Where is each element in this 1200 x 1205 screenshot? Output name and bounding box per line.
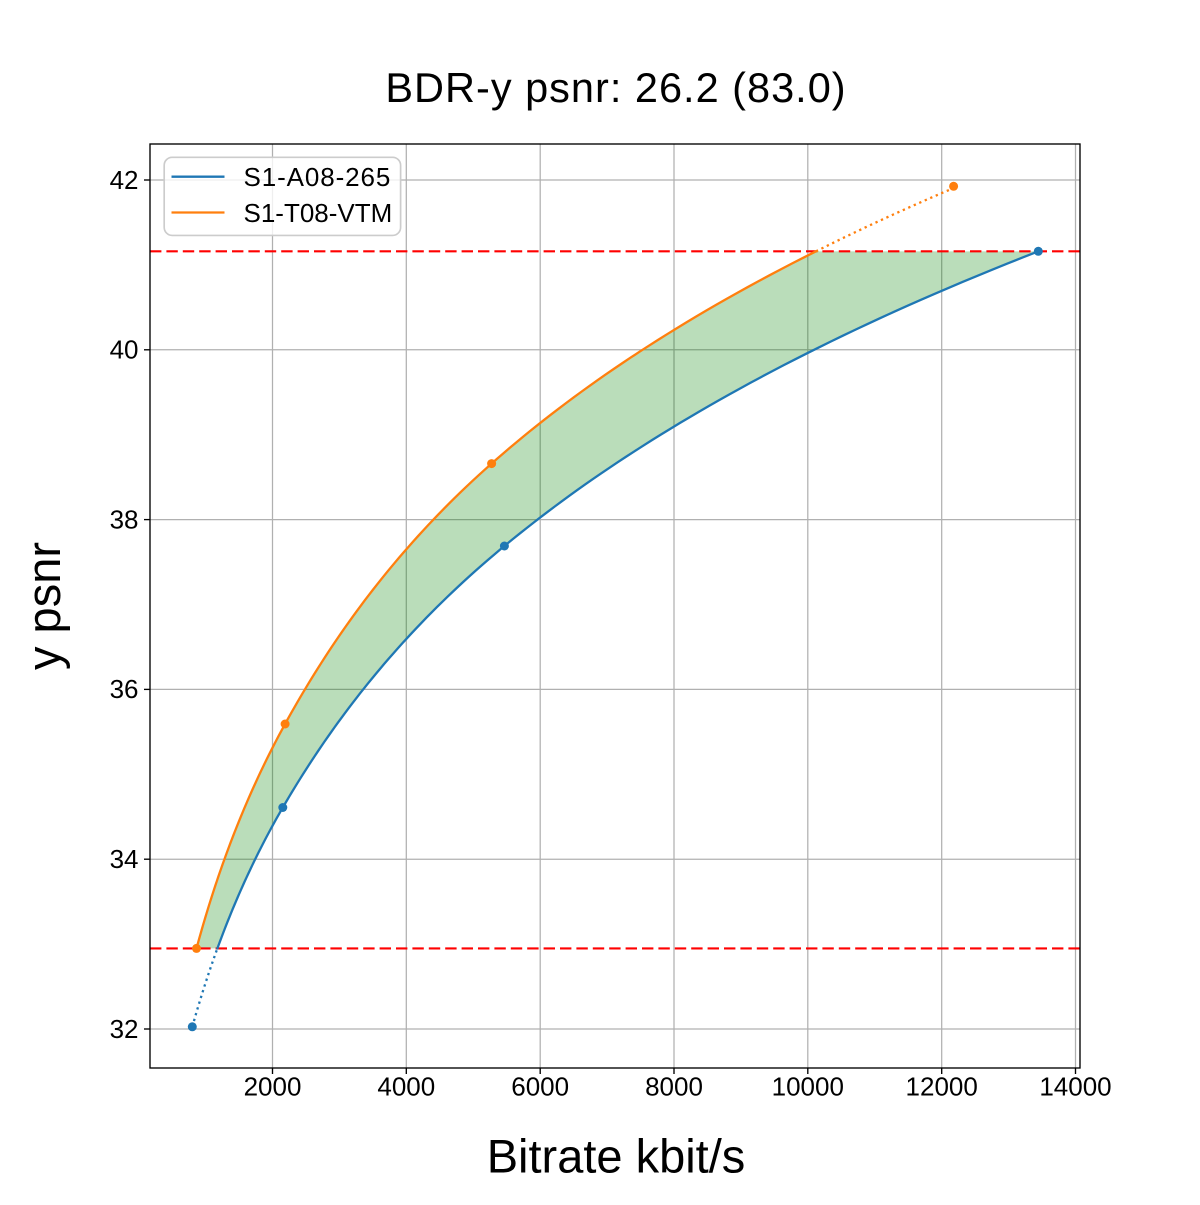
- svg-text:y psnr: y psnr: [17, 542, 70, 670]
- svg-text:2000: 2000: [244, 1072, 302, 1102]
- svg-text:42: 42: [110, 165, 139, 195]
- svg-text:S1-T08-VTM: S1-T08-VTM: [244, 198, 393, 228]
- svg-text:38: 38: [110, 504, 139, 534]
- svg-text:6000: 6000: [511, 1072, 569, 1102]
- svg-text:S1-A08-265: S1-A08-265: [244, 162, 392, 192]
- svg-text:36: 36: [110, 674, 139, 704]
- svg-text:34: 34: [110, 844, 139, 874]
- svg-text:4000: 4000: [377, 1072, 435, 1102]
- svg-text:12000: 12000: [906, 1072, 978, 1102]
- svg-text:14000: 14000: [1039, 1072, 1111, 1102]
- svg-text:8000: 8000: [645, 1072, 703, 1102]
- svg-text:BDR-y psnr: 26.2 (83.0): BDR-y psnr: 26.2 (83.0): [385, 64, 846, 111]
- svg-text:Bitrate kbit/s: Bitrate kbit/s: [487, 1129, 746, 1182]
- svg-text:10000: 10000: [772, 1072, 844, 1102]
- svg-text:32: 32: [110, 1014, 139, 1044]
- svg-text:40: 40: [110, 335, 139, 365]
